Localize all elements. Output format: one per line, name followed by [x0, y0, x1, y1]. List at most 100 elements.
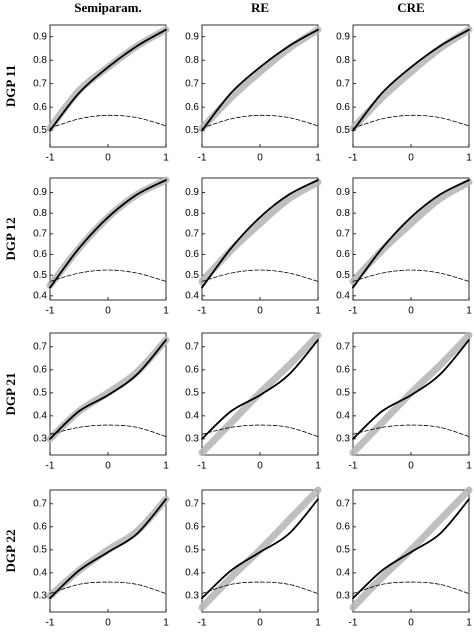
plot-frame [49, 177, 167, 301]
y-tick-label: 0.5 [185, 270, 199, 281]
y-tick-label: 0.3 [336, 434, 350, 445]
y-tick-label: 0.9 [33, 31, 47, 42]
curve [49, 339, 167, 440]
y-tick-label: 0.4 [336, 411, 350, 422]
y-tick-label: 0.7 [33, 78, 47, 89]
curve [352, 179, 470, 289]
x-tick-label: -1 [349, 618, 358, 629]
curve [352, 424, 470, 437]
x-tick-label: 1 [315, 306, 321, 317]
y-tick-label: 0.4 [33, 568, 47, 579]
curve [49, 498, 167, 600]
y-tick-label: 0.6 [185, 249, 199, 260]
x-tick-label: 0 [257, 153, 263, 164]
x-tick-label: 0 [408, 153, 414, 164]
row-label: DGP 22 [3, 530, 18, 573]
y-tick-label: 0.8 [33, 208, 47, 219]
y-tick-label: 0.8 [336, 208, 350, 219]
x-tick-label: 0 [408, 461, 414, 472]
x-tick-label: -1 [349, 461, 358, 472]
y-tick-label: 0.6 [185, 364, 199, 375]
curve [46, 26, 170, 132]
curve [352, 114, 470, 129]
curve [352, 581, 470, 594]
curve [49, 179, 167, 289]
curve [352, 339, 470, 440]
row-label: DGP 12 [3, 218, 18, 261]
y-tick-label: 0.6 [336, 249, 350, 260]
y-tick-label: 0.9 [185, 187, 199, 198]
curve [198, 26, 322, 132]
curve [49, 28, 167, 132]
y-tick-label: 0.7 [185, 498, 199, 509]
y-tick-label: 0.3 [185, 434, 199, 445]
y-tick-label: 0.9 [336, 187, 350, 198]
curve [198, 331, 322, 457]
x-tick-label: -1 [349, 153, 358, 164]
x-tick-label: 0 [408, 618, 414, 629]
curve [201, 581, 319, 594]
plot-frame [49, 24, 167, 148]
y-tick-label: 0.4 [33, 291, 47, 302]
y-tick-label: 0.5 [336, 387, 350, 398]
y-tick-label: 0.3 [185, 591, 199, 602]
curve [201, 424, 319, 437]
y-tick-label: 0.7 [185, 228, 199, 239]
y-tick-label: 0.4 [33, 411, 47, 422]
y-tick-label: 0.6 [185, 102, 199, 113]
x-tick-label: 1 [163, 153, 169, 164]
y-tick-label: 0.5 [185, 544, 199, 555]
plot-frame [201, 177, 319, 301]
y-tick-label: 0.7 [33, 341, 47, 352]
y-tick-label: 0.6 [336, 521, 350, 532]
x-tick-label: -1 [198, 306, 207, 317]
y-tick-label: 0.5 [185, 387, 199, 398]
curve [198, 178, 322, 285]
x-tick-label: 0 [257, 306, 263, 317]
y-tick-label: 0.5 [336, 125, 350, 136]
y-tick-label: 0.4 [185, 568, 199, 579]
plot-frame [352, 177, 470, 301]
curve [49, 581, 167, 594]
x-tick-label: -1 [46, 618, 55, 629]
y-tick-label: 0.6 [336, 364, 350, 375]
y-tick-label: 0.6 [33, 102, 47, 113]
y-tick-label: 0.5 [336, 270, 350, 281]
row-label: DGP 11 [3, 65, 18, 107]
y-tick-label: 0.8 [185, 208, 199, 219]
x-tick-label: 1 [466, 153, 472, 164]
curve [349, 26, 473, 132]
y-tick-label: 0.8 [185, 55, 199, 66]
y-tick-label: 0.3 [33, 591, 47, 602]
y-tick-label: 0.3 [33, 434, 47, 445]
y-tick-label: 0.5 [336, 544, 350, 555]
y-tick-label: 0.7 [33, 498, 47, 509]
y-tick-label: 0.5 [33, 544, 47, 555]
x-tick-label: 1 [315, 618, 321, 629]
y-tick-label: 0.6 [185, 521, 199, 532]
curve [49, 424, 167, 437]
curve [201, 339, 319, 440]
curve [352, 498, 470, 600]
x-tick-label: 1 [466, 618, 472, 629]
y-tick-label: 0.7 [33, 228, 47, 239]
y-tick-label: 0.3 [336, 591, 350, 602]
column-title: Semiparam. [74, 0, 142, 15]
column-title: RE [251, 0, 269, 15]
x-tick-label: 0 [408, 306, 414, 317]
row-label: DGP 21 [3, 373, 18, 416]
curve [49, 114, 167, 129]
y-tick-label: 0.6 [33, 521, 47, 532]
curve [349, 178, 473, 285]
y-tick-label: 0.6 [33, 249, 47, 260]
curve [349, 331, 473, 457]
x-tick-label: 0 [105, 618, 111, 629]
curve [201, 498, 319, 600]
y-tick-label: 0.8 [33, 55, 47, 66]
curve [201, 114, 319, 129]
y-tick-label: 0.6 [33, 364, 47, 375]
y-tick-label: 0.5 [33, 387, 47, 398]
x-tick-label: -1 [198, 153, 207, 164]
